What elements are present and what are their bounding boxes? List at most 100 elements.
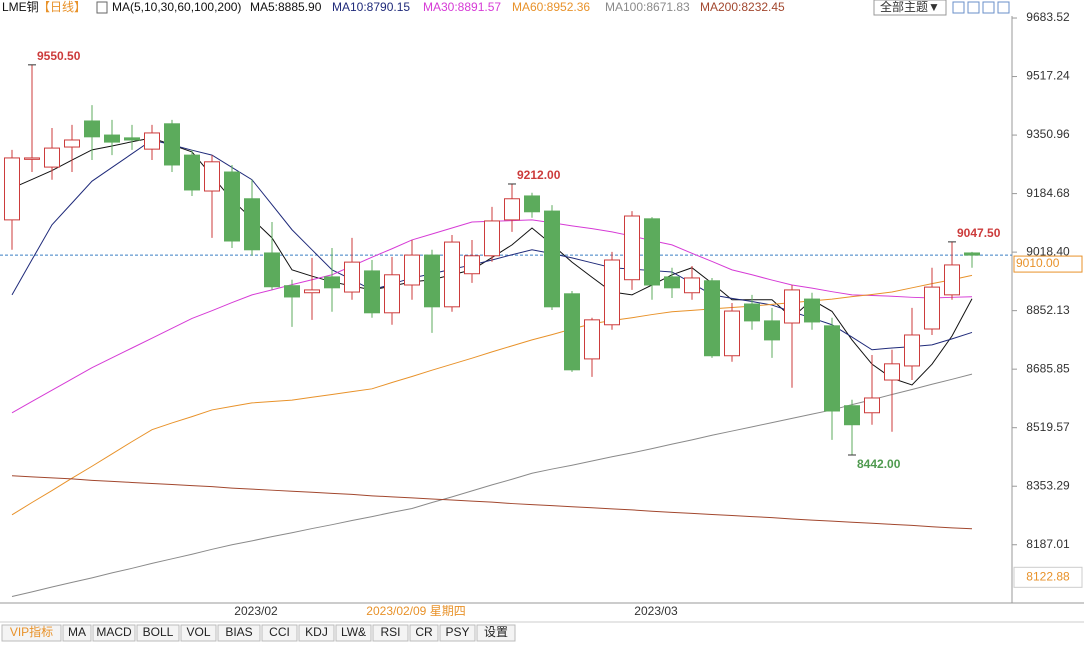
current-price-label: 9010.00 (1016, 256, 1060, 270)
tab[interactable] (335, 624, 372, 642)
candle-body (784, 289, 800, 324)
tab-label[interactable]: CCI (269, 625, 290, 639)
tab[interactable] (439, 624, 476, 642)
candle-body (284, 285, 300, 298)
candle-body (544, 210, 560, 308)
candle-body (184, 154, 200, 191)
legend-entry: MA100:8671.83 (605, 0, 690, 14)
tool-icon[interactable] (997, 1, 1010, 14)
legend-entry: MA10:8790.15 (332, 0, 410, 14)
low-marker-box (1013, 566, 1083, 588)
y-tick-label: 8685.85 (1026, 361, 1070, 375)
candle-body (344, 261, 360, 293)
annotation-label: 8442.00 (857, 457, 901, 471)
tab[interactable] (409, 624, 439, 642)
candle-body (444, 241, 460, 308)
candle-body (384, 274, 400, 314)
candle-body (824, 325, 840, 412)
candle-body (864, 397, 880, 414)
candle-body (324, 276, 340, 289)
annotation-label: 9047.50 (957, 226, 1001, 240)
candle-body (664, 276, 680, 289)
tab[interactable] (476, 624, 516, 642)
candle-body (304, 289, 320, 294)
theme-button[interactable] (873, 0, 947, 16)
candle-body (644, 218, 660, 286)
annotation-label: 9550.50 (37, 49, 81, 63)
candle-body (104, 134, 120, 143)
low-marker-label: 8122.88 (1026, 569, 1070, 583)
candle-body (364, 270, 380, 314)
tab-label[interactable]: BIAS (225, 625, 252, 639)
current-price-box (1013, 255, 1083, 273)
tab-label[interactable]: LW& (341, 625, 366, 639)
candle-body (464, 255, 480, 275)
y-tick-label: 9018.40 (1026, 244, 1070, 258)
tab-label[interactable]: PSY (445, 625, 469, 639)
y-tick-label: 8519.57 (1026, 420, 1070, 434)
y-tick-label: 9350.96 (1026, 127, 1070, 141)
tab-label[interactable]: RSI (380, 625, 400, 639)
legend-entry: MA30:8891.57 (423, 0, 501, 14)
candle-body (584, 319, 600, 360)
tab[interactable] (298, 624, 335, 642)
candle-body (244, 198, 260, 251)
candle-body (844, 405, 860, 426)
candle-body (404, 254, 420, 286)
candle-body (84, 120, 100, 138)
tool-icon[interactable] (952, 1, 965, 14)
tab-label[interactable]: BOLL (143, 625, 174, 639)
y-tick-label: 8187.01 (1026, 537, 1070, 551)
y-tick-label: 9517.24 (1026, 69, 1070, 83)
tab[interactable] (1, 624, 62, 642)
tab-label[interactable]: VOL (186, 625, 210, 639)
tab-label[interactable]: VIP指标 (10, 624, 53, 639)
icon[interactable] (96, 1, 108, 14)
tab[interactable] (136, 624, 180, 642)
tab-label[interactable]: MACD (96, 625, 132, 639)
y-tick-label: 8852.13 (1026, 303, 1070, 317)
tab-label[interactable]: KDJ (305, 625, 328, 639)
tab[interactable] (372, 624, 409, 642)
x-tick-label: 2023/03 (634, 604, 678, 618)
candle-body (204, 161, 220, 192)
tab[interactable] (217, 624, 261, 642)
candle-body (64, 139, 80, 148)
candle-body (24, 157, 40, 160)
tab[interactable] (180, 624, 217, 642)
candle-body (944, 264, 960, 296)
candle-body (704, 280, 720, 357)
legend-entry: MA5:8885.90 (250, 0, 322, 14)
candle-body (164, 123, 180, 166)
candle-body (44, 147, 60, 168)
tab[interactable] (261, 624, 298, 642)
y-tick-label: 8353.29 (1026, 478, 1070, 492)
tool-icon[interactable] (967, 1, 980, 14)
y-tick-label: 9184.68 (1026, 186, 1070, 200)
tab-label[interactable]: MA (68, 625, 86, 639)
candle-body (4, 157, 20, 221)
theme-button-label: 全部主题▼ (880, 0, 940, 14)
candle-body (924, 286, 940, 330)
period-label: 【日线】 (38, 0, 86, 14)
ma-title: MA(5,10,30,60,100,200) (112, 0, 241, 14)
tab[interactable] (92, 624, 136, 642)
candle-body (484, 220, 500, 257)
legend-entry: MA200:8232.45 (700, 0, 785, 14)
candle-body (804, 298, 820, 323)
tab-label[interactable]: CR (415, 625, 433, 639)
tab[interactable] (62, 624, 92, 642)
x-tick-label: 2023/02/09 星期四 (366, 604, 465, 618)
candle-body (904, 334, 920, 367)
candle-body (724, 310, 740, 357)
candle-body (604, 259, 620, 326)
tool-icon[interactable] (982, 1, 995, 14)
ma-line (11, 373, 973, 597)
candle-body (564, 293, 580, 371)
candle-body (524, 195, 540, 213)
chart-title: LME铜 (2, 0, 39, 14)
y-tick-label: 9683.52 (1026, 10, 1070, 24)
tab-label[interactable]: 设置 (484, 625, 508, 639)
